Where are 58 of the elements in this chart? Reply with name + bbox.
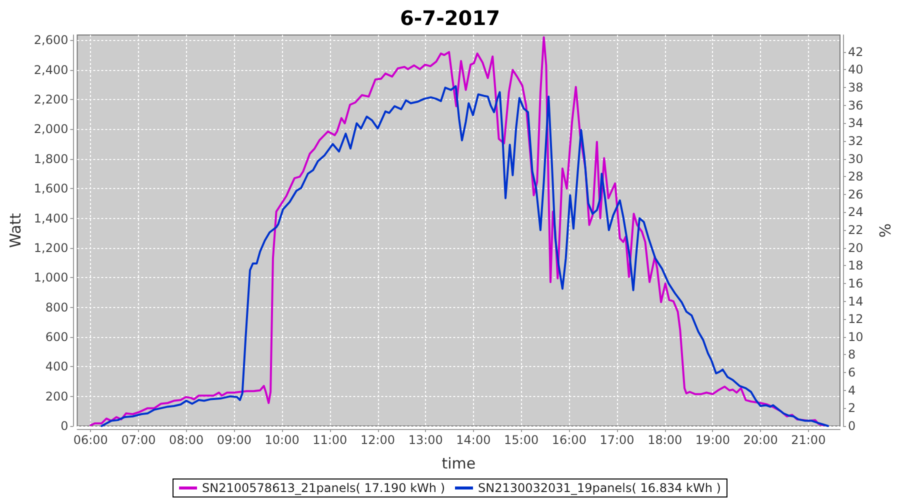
y2-tick-label: 26 [848,187,864,202]
y2-axis-title: % [876,223,894,238]
y2-tick-label: 36 [848,98,864,112]
x-axis-title: time [442,454,476,472]
x-tick-label: 20:00 [743,433,778,447]
y2-tick-label: 2 [848,401,856,416]
y2-tick-label: 42 [848,44,864,59]
x-tick-label: 10:00 [264,433,300,447]
y-tick-label: 200 [45,389,68,404]
chart-title: 6-7-2017 [400,6,500,30]
x-tick-label: 11:00 [312,433,348,447]
y2-tick-label: 6 [848,366,856,380]
y-tick-label: 400 [45,360,68,374]
x-tick-label: 08:00 [169,433,204,447]
x-tick-label: 14:00 [456,433,491,447]
y-tick-label: 2,200 [34,92,68,107]
y-tick-label: 1,200 [34,240,68,255]
x-tick-label: 06:00 [73,433,108,447]
x-tick-label: 07:00 [121,433,156,447]
y2-tick-label: 24 [848,205,864,220]
y-tick-label: 800 [45,300,68,314]
y2-tick-label: 20 [848,240,864,255]
legend-label: SN2130032031_19panels( 16.834 kWh ) [478,481,721,495]
y2-tick-label: 22 [848,223,864,238]
x-tick-label: 21:00 [791,433,826,447]
y2-tick-label: 4 [848,383,856,398]
x-tick-label: 18:00 [648,433,682,447]
y-tick-label: 2,400 [34,62,68,77]
y-axis-title: Watt [6,212,24,248]
x-tick-label: 19:00 [695,433,730,447]
x-tick-label: 15:00 [504,433,539,447]
x-tick-label: 13:00 [408,433,443,447]
y2-tick-label: 40 [848,62,864,77]
y-tick-label: 2,600 [34,33,68,48]
y2-tick-label: 32 [848,134,864,148]
x-tick-label: 16:00 [552,433,586,447]
legend-label: SN2100578613_21panels( 17.190 kWh ) [202,481,446,495]
y2-tick-label: 34 [848,116,864,130]
y2-tick-label: 28 [848,170,864,184]
y2-tick-label: 0 [848,419,856,433]
y2-tick-label: 16 [848,276,864,290]
y2-tick-label: 14 [848,294,864,308]
y-tick-label: 1,400 [34,211,68,226]
y2-tick-label: 8 [848,348,856,362]
y-tick-label: 1,600 [34,182,68,196]
y2-tick-label: 30 [848,152,864,166]
y2-tick-label: 10 [848,330,864,344]
y-tick-label: 0 [60,419,68,433]
x-tick-label: 09:00 [216,433,252,447]
y-tick-label: 2,000 [34,122,68,136]
x-tick-label: 12:00 [360,433,396,447]
y-tick-label: 600 [45,330,68,344]
y2-tick-label: 38 [848,80,864,95]
y2-tick-label: 12 [848,312,864,326]
y-tick-label: 1,000 [34,270,68,285]
x-tick-label: 17:00 [600,433,634,447]
y-tick-label: 1,800 [34,152,68,166]
y2-tick-label: 18 [848,258,864,273]
